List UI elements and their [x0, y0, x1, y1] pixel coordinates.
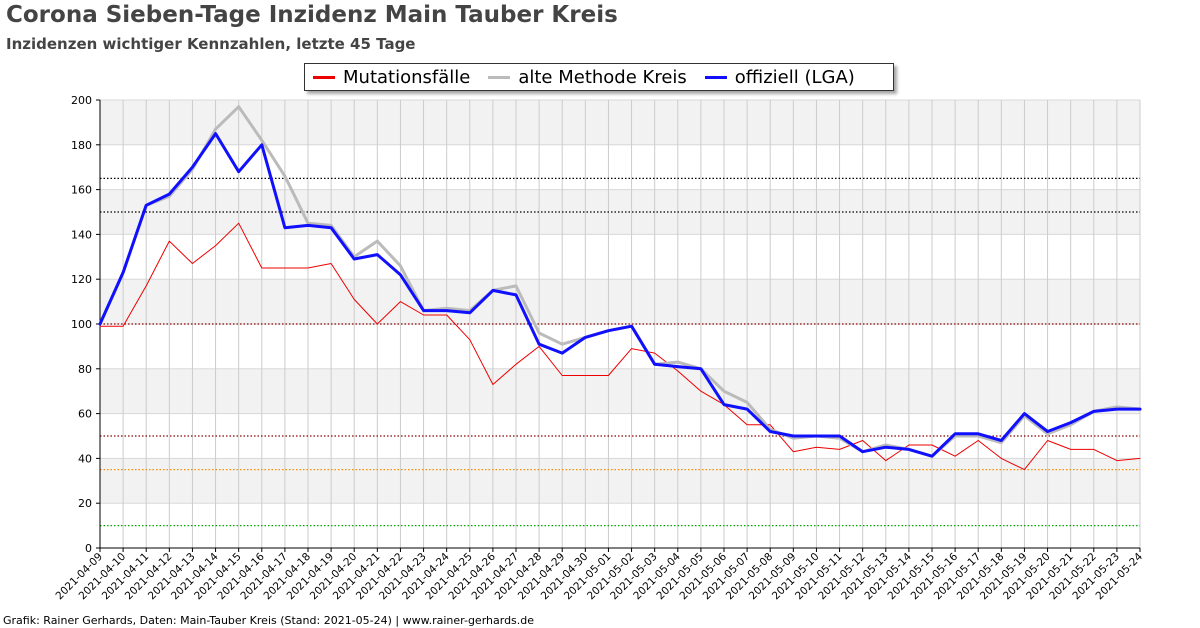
y-tick-label: 60: [78, 408, 92, 421]
y-tick-label: 180: [71, 139, 92, 152]
legend-item-offiziell: offiziell (LGA): [704, 66, 855, 88]
y-tick-label: 0: [85, 542, 92, 555]
chart-title: Corona Sieben-Tage Inzidenz Main Tauber …: [6, 2, 618, 28]
y-tick-label: 160: [71, 184, 92, 197]
y-tick-label: 20: [78, 497, 92, 510]
grid-band: [100, 279, 1140, 324]
y-tick-label: 100: [71, 318, 92, 331]
legend-item-mutationsfaelle: Mutationsfälle: [313, 67, 470, 88]
series-line-0: [99, 222, 1141, 471]
legend-swatch-offiziell: [704, 75, 727, 79]
legend-item-alte-methode: alte Methode Kreis: [488, 66, 687, 88]
grid-band: [100, 368, 1140, 414]
legend-label-mutationsfaelle: Mutationsfälle: [343, 66, 471, 88]
legend-label-alte-methode: alte Methode Kreis: [518, 66, 687, 88]
grid-band: [100, 458, 1140, 504]
y-tick-label: 200: [71, 94, 92, 107]
legend-label-offiziell: offiziell (LGA): [734, 66, 855, 88]
chart-subtitle: Inzidenzen wichtiger Kennzahlen, letzte …: [6, 35, 416, 53]
grid-band: [100, 189, 1140, 235]
legend: Mutationsfälle alte Methode Kreis offizi…: [304, 63, 894, 91]
legend-swatch-mutationsfaelle: [313, 75, 335, 79]
footer-credit: Grafik: Rainer Gerhards, Daten: Main-Tau…: [3, 614, 535, 627]
y-tick-label: 140: [71, 228, 92, 241]
y-tick-label: 120: [71, 273, 92, 286]
y-tick-label: 40: [78, 452, 92, 465]
legend-swatch-alte-methode: [488, 75, 511, 79]
y-tick-label: 80: [78, 363, 92, 376]
series-line-2: [98, 132, 1142, 458]
grid-band: [100, 100, 1140, 145]
